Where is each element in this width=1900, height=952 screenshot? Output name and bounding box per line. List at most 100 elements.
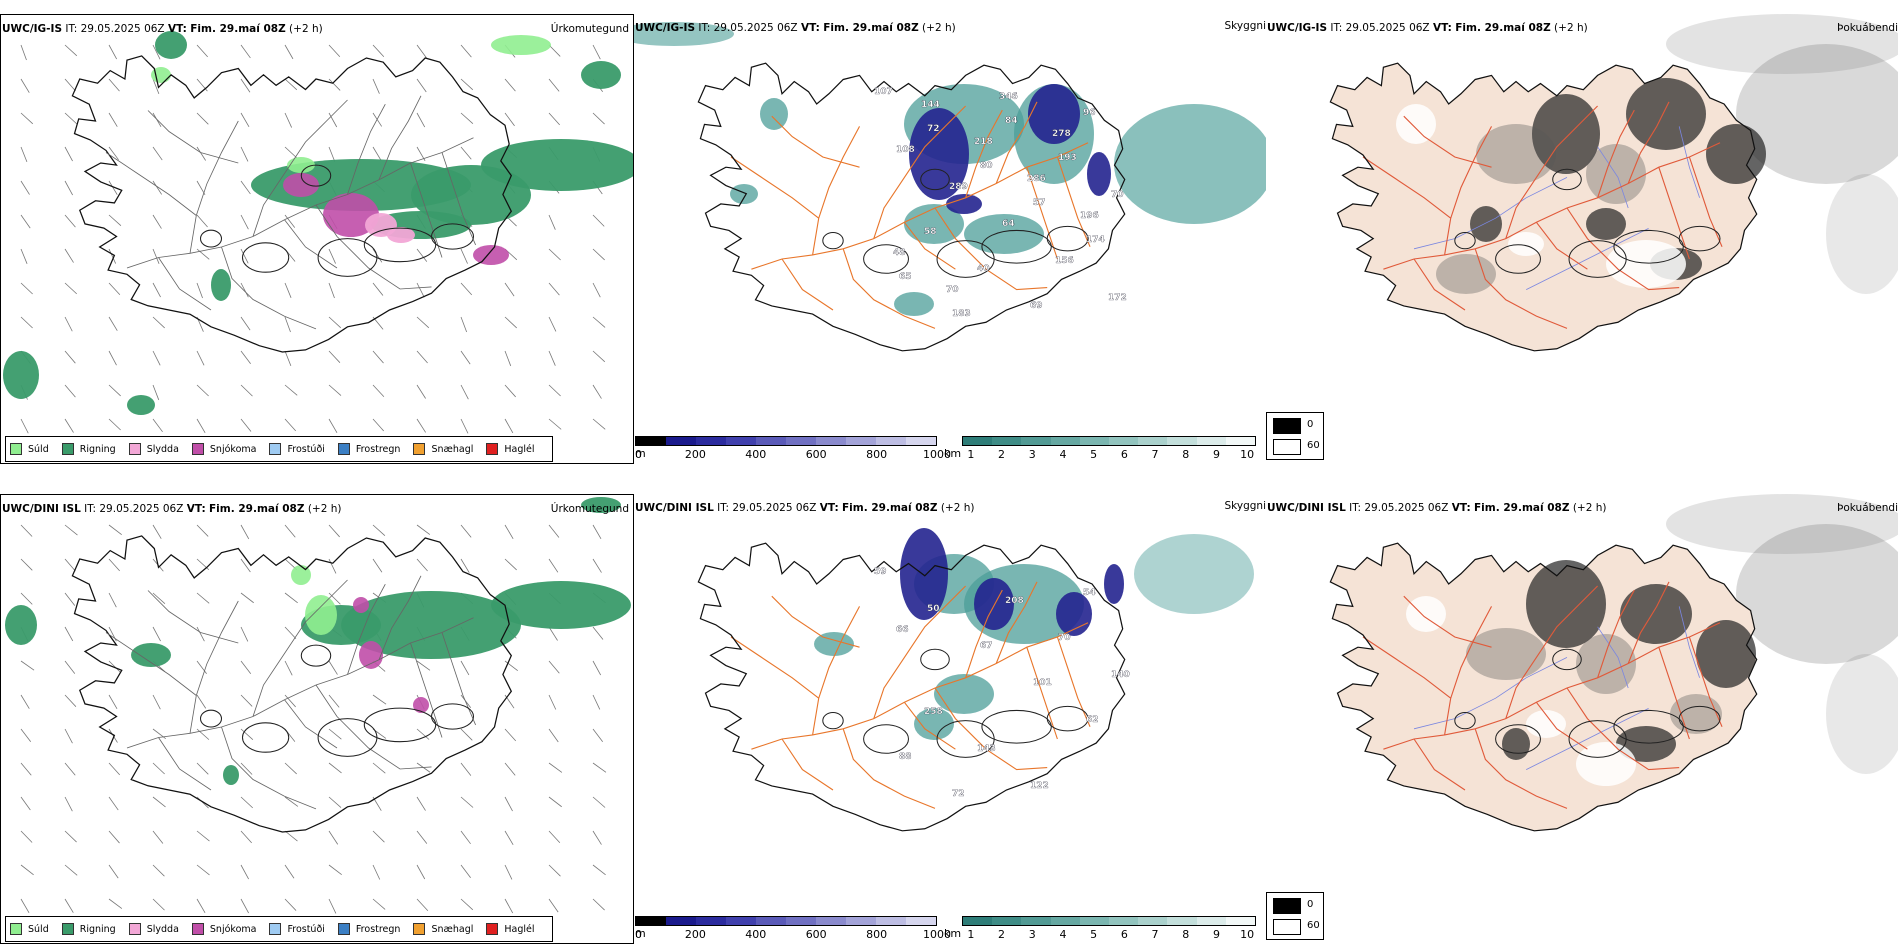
legend-item-rigning: Rigning <box>61 923 116 935</box>
wind-barb <box>548 524 560 538</box>
wind-barb <box>548 384 561 397</box>
colorbar-segment <box>1225 917 1256 925</box>
iceland-coastline <box>1329 542 1758 832</box>
colorbar-segment <box>636 917 666 925</box>
legend-item-slydda: Slydda <box>128 923 179 935</box>
panel-header: UWC/IG-IS IT: 29.05.2025 06Z VT: Fim. 29… <box>635 22 956 34</box>
legend-swatch <box>61 443 74 455</box>
wind-barb <box>152 694 161 710</box>
colorbar-segment <box>756 917 786 925</box>
vt-value: Fim. 29.maí 08Z <box>1455 22 1551 34</box>
wind-barb <box>460 796 474 808</box>
colorbar-tick: 7 <box>1151 928 1159 941</box>
legend-label: Snæhagl <box>431 923 474 935</box>
wind-barb <box>108 214 122 226</box>
glacier-outline <box>1613 709 1684 744</box>
glacier-outline <box>241 722 290 753</box>
wind-barb <box>504 282 515 297</box>
wind-barb <box>152 350 161 366</box>
colorbar-tick: 3 <box>1028 928 1036 941</box>
wind-barb <box>592 796 606 808</box>
lead-time: (+2 h) <box>307 503 342 515</box>
glacier-outline <box>241 242 290 273</box>
wind-barb <box>372 898 386 910</box>
fog-legend: 0 60 <box>1266 412 1324 460</box>
wind-barb <box>108 180 118 195</box>
colorbar-segment <box>906 437 936 445</box>
iceland-visibility-map: 107 72 80 57 174 65 183 84 193 70 58 40 69 96 108 289 64… <box>634 22 1266 352</box>
visibility-value-label: 69 <box>1030 301 1043 311</box>
wind-barb <box>504 112 515 127</box>
wind-barb <box>460 146 472 160</box>
glacier-outline <box>363 227 437 263</box>
fog-shading <box>1406 560 1756 786</box>
visibility-area <box>946 194 982 214</box>
model-name: UWC/DINI ISL <box>2 503 81 515</box>
wind-barb <box>328 796 342 808</box>
wind-barb <box>372 282 384 296</box>
wind-barb <box>64 592 76 606</box>
vt-label: VT: <box>1432 22 1452 34</box>
model-name: UWC/IG-IS <box>1267 22 1328 34</box>
colorbar-segment <box>1196 437 1226 445</box>
legend-swatch <box>413 443 426 455</box>
wind-barb <box>284 44 294 60</box>
visibility-panel-bottom: 59 50 67 101 62 88 72 208 70 140 258 143 122 54 66 UWC… <box>634 494 1266 952</box>
wind-barb <box>240 592 254 604</box>
wind-barb <box>152 384 160 401</box>
wind-barb <box>284 78 298 91</box>
fog-shade <box>1476 124 1556 184</box>
fog-legend-swatch-60 <box>1273 439 1301 455</box>
colorbar-segment <box>963 437 993 445</box>
wind-barb <box>372 384 385 397</box>
wind-barb <box>284 384 298 396</box>
legend-item-snæhagl: Snæhagl <box>413 923 473 935</box>
fog-legend-swatch-0 <box>1273 418 1301 434</box>
legend-label: Frostregn <box>355 443 401 455</box>
glacier-outlines <box>822 168 1089 278</box>
glacier-outline <box>317 238 378 277</box>
wind-barb <box>196 592 210 604</box>
fog-shade <box>1532 94 1600 174</box>
precip-area <box>353 597 369 613</box>
wind-barb <box>196 384 209 397</box>
wind-barb <box>20 214 31 229</box>
legend-item-snæhagl: Snæhagl <box>413 443 473 455</box>
visibility-value-label: 72 <box>927 124 940 134</box>
visibility-value-label: 59 <box>874 567 887 577</box>
wind-barb <box>64 728 73 744</box>
visibility-value-label: 84 <box>1005 116 1018 126</box>
wind-barb <box>64 626 74 642</box>
colorbar-segment <box>816 437 846 445</box>
wind-barb <box>196 146 206 161</box>
wind-barb <box>20 796 31 811</box>
wind-barb <box>328 384 342 396</box>
wind-barb <box>240 350 251 365</box>
legend-swatch <box>128 923 141 935</box>
colorbar-tick: 600 <box>805 928 827 941</box>
wind-barb <box>108 660 121 673</box>
visibility-value-label: 218 <box>974 137 993 147</box>
wind-barb <box>196 248 210 260</box>
wind-barb <box>284 214 296 228</box>
wind-barb <box>548 694 557 710</box>
wind-barb <box>196 44 208 58</box>
wind-barb <box>240 44 251 59</box>
wind-barb <box>196 830 210 842</box>
wind-barb <box>504 350 512 367</box>
wind-barb <box>416 384 426 399</box>
wind-barb <box>416 558 428 572</box>
wind-barb <box>460 728 473 741</box>
colorbar-tick: 4 <box>1059 928 1067 941</box>
wind-barb <box>504 762 516 776</box>
colorbar-segment <box>1021 437 1051 445</box>
colorbar-tick: 200 <box>684 928 706 941</box>
visibility-value-labels: 107 72 80 57 174 65 183 84 193 70 58 40 69 96 108 289 64… <box>874 87 1127 319</box>
visibility-value-label: 66 <box>896 625 909 635</box>
wind-barb <box>372 418 384 432</box>
panel-header: UWC/DINI ISL IT: 29.05.2025 06Z VT: Fim.… <box>635 502 974 514</box>
fog-shade <box>1696 620 1756 688</box>
wind-barb <box>592 898 605 911</box>
visibility-km-colorbar: 1 2 3 4 5 6 7 8 9 10 <box>962 916 1256 941</box>
iceland-fog-map <box>1329 14 1898 352</box>
